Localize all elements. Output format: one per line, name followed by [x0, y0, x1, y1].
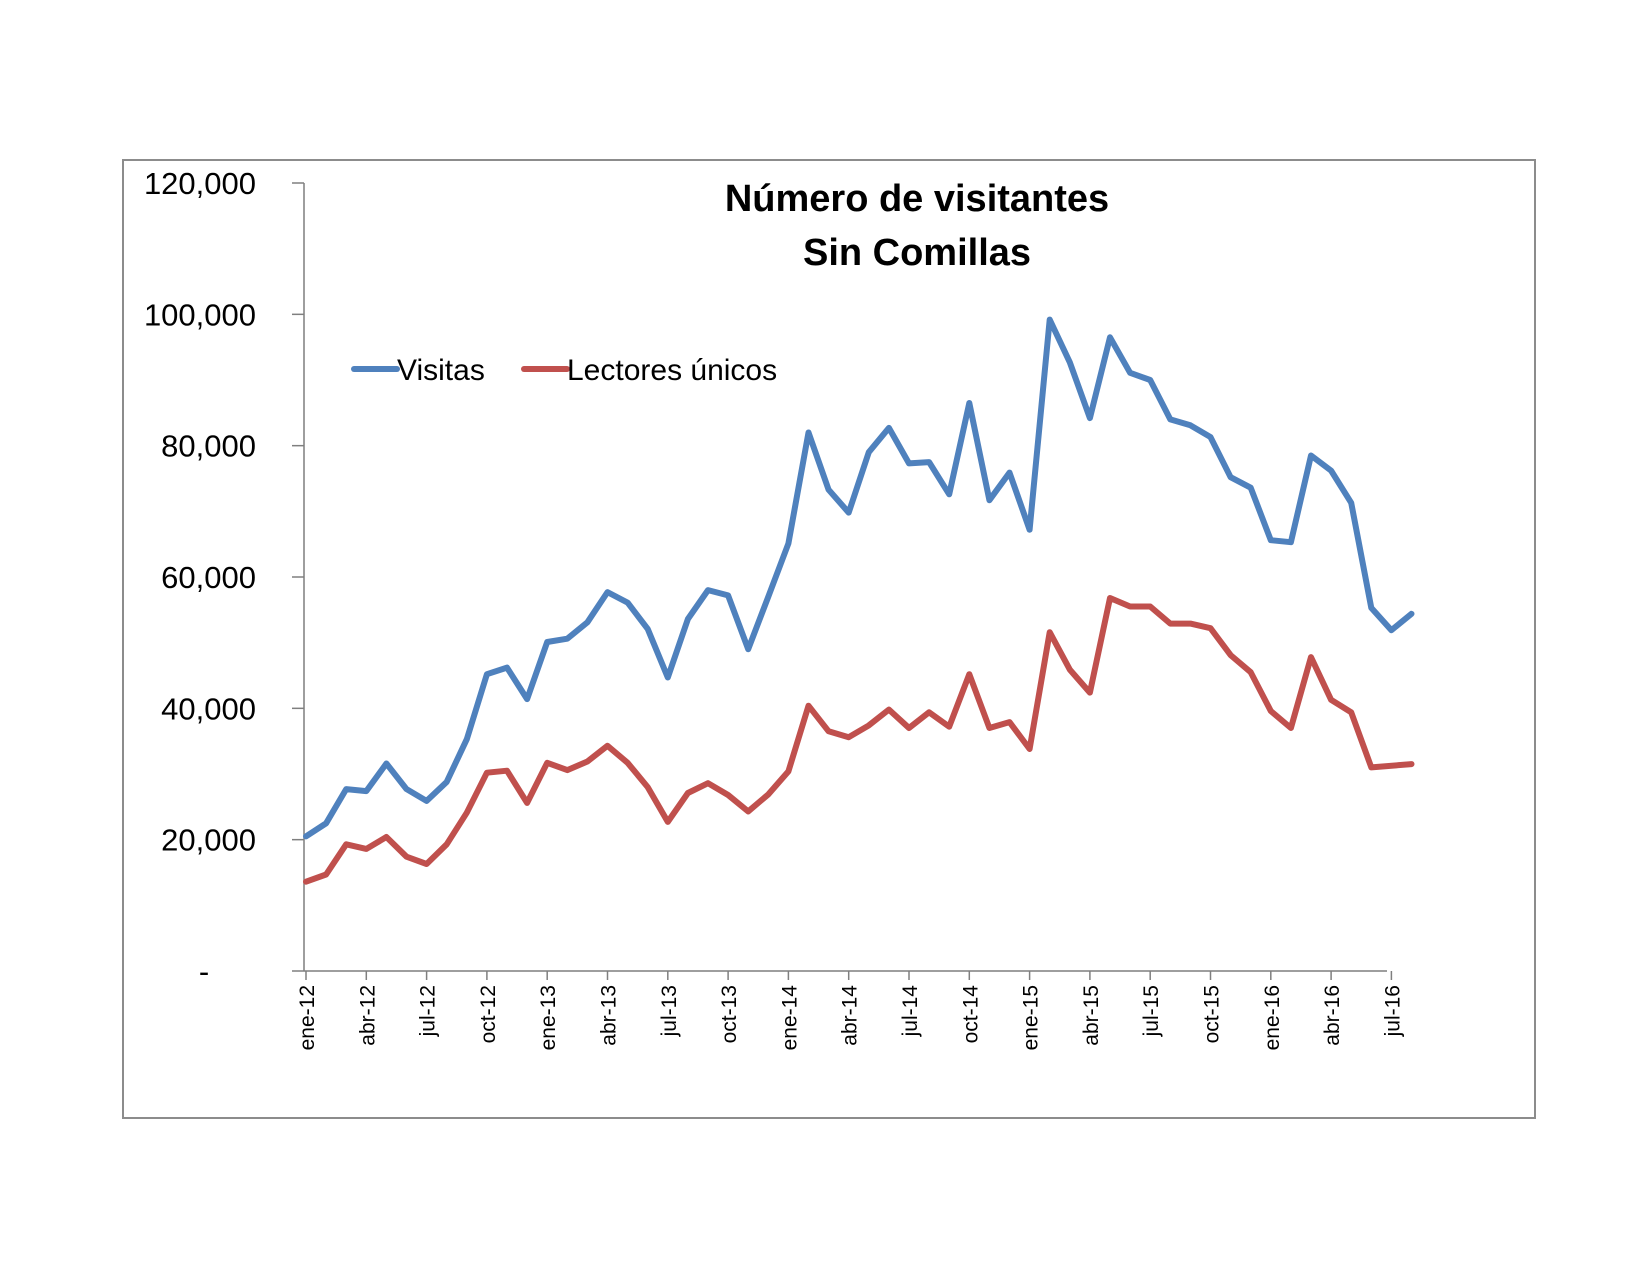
y-axis: - 20,000 40,000 60,000 80,000 100,000 120,000	[144, 166, 305, 989]
x-tick-label: ene-14	[778, 985, 801, 1051]
x-tick-group: ene-12 abr-12 jul-12 oct-12 ene-13 abr-13 jul-…	[296, 971, 1404, 1050]
legend-label-visitas: Visitas	[397, 354, 485, 387]
x-tick-label: jul-12	[417, 985, 440, 1037]
x-axis: ene-12 abr-12 jul-12 oct-12 ene-13 abr-13 jul-…	[296, 970, 1404, 1050]
x-tick-label: ene-12	[296, 985, 319, 1050]
series-layer	[303, 316, 1415, 885]
y-tick-label: 80,000	[161, 429, 256, 464]
chart-title-line-2: Sin Comillas	[803, 232, 1031, 274]
x-tick-label: abr-14	[839, 985, 862, 1046]
x-tick-label: abr-13	[598, 985, 621, 1046]
y-tick-label: 40,000	[161, 691, 256, 726]
x-tick-label: oct-15	[1201, 985, 1224, 1043]
x-tick-label: jul-16	[1381, 985, 1404, 1037]
y-tick-label: 20,000	[161, 823, 256, 858]
legend: Visitas Lectores únicos	[351, 354, 777, 387]
legend-label-lectores: Lectores únicos	[567, 354, 777, 387]
x-tick-label: oct-14	[959, 985, 982, 1044]
series-line-lectores-unicos	[303, 595, 1415, 885]
x-tick-label: abr-15	[1080, 985, 1103, 1046]
y-tick-label: 100,000	[144, 297, 256, 332]
x-tick-label: oct-12	[477, 985, 500, 1043]
y-tick-group: - 20,000 40,000 60,000 80,000 100,000 120,000	[144, 166, 304, 989]
x-tick-label: abr-16	[1321, 985, 1344, 1046]
x-tick-label: ene-15	[1020, 985, 1043, 1050]
x-tick-label: oct-13	[718, 985, 741, 1043]
x-tick-label: jul-15	[1140, 985, 1163, 1037]
x-tick-label: ene-13	[537, 985, 560, 1050]
y-tick-label: -	[199, 954, 209, 989]
x-tick-label: jul-13	[658, 985, 681, 1037]
y-tick-label: 120,000	[144, 166, 256, 201]
chart-title-line-1: Número de visitantes	[725, 178, 1109, 220]
x-tick-label: ene-16	[1261, 985, 1284, 1050]
x-tick-label: abr-12	[356, 985, 379, 1046]
line-chart: Número de visitantes Sin Comillas - 20,00…	[144, 166, 1415, 1050]
x-tick-label: jul-14	[899, 985, 922, 1038]
y-tick-label: 60,000	[161, 560, 256, 595]
series-line-visitas	[303, 316, 1415, 840]
chart-frame: Número de visitantes Sin Comillas - 20,00…	[122, 159, 1536, 1119]
